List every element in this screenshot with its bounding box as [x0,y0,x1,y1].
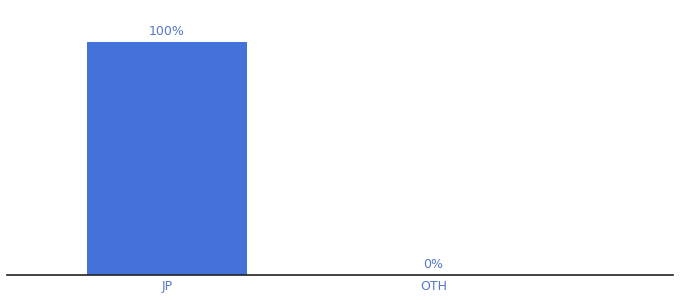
Text: 0%: 0% [423,258,443,271]
Text: 100%: 100% [149,26,185,38]
Bar [87,42,247,274]
